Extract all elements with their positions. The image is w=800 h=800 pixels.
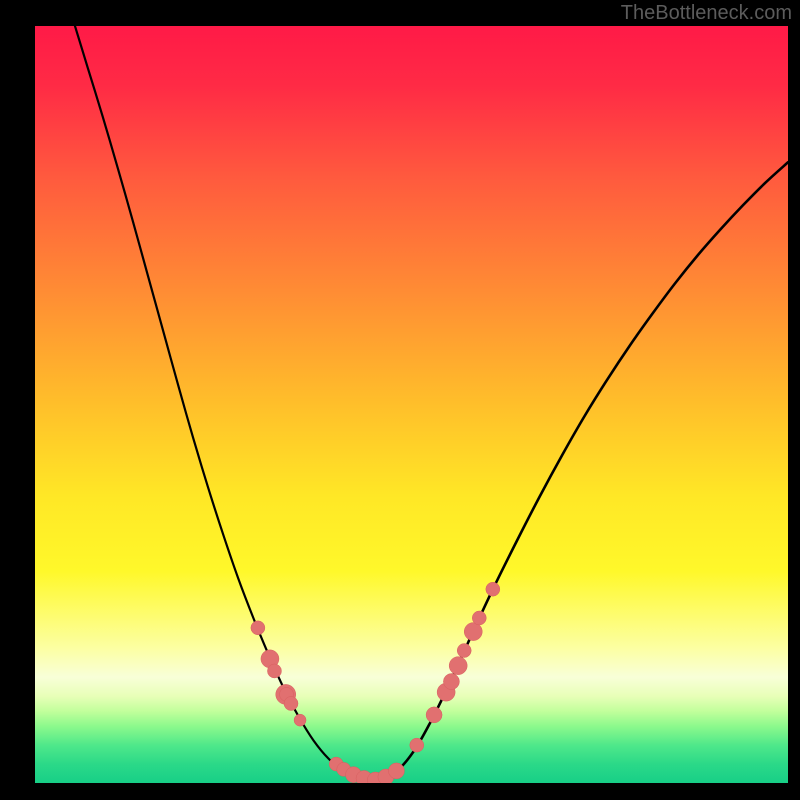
data-marker [426, 707, 442, 723]
data-marker [410, 738, 424, 752]
data-marker [449, 657, 467, 675]
data-marker [464, 623, 482, 641]
data-marker [251, 621, 265, 635]
data-marker [267, 664, 281, 678]
data-marker [457, 644, 471, 658]
bottleneck-plot [35, 26, 788, 783]
data-marker [443, 674, 459, 690]
data-marker [486, 582, 500, 596]
gradient-background [35, 26, 788, 783]
chart-frame: TheBottleneck.com [0, 0, 800, 800]
data-marker [294, 714, 306, 726]
data-marker [284, 697, 298, 711]
data-marker [388, 763, 404, 779]
watermark-text: TheBottleneck.com [621, 2, 792, 25]
data-marker [472, 611, 486, 625]
